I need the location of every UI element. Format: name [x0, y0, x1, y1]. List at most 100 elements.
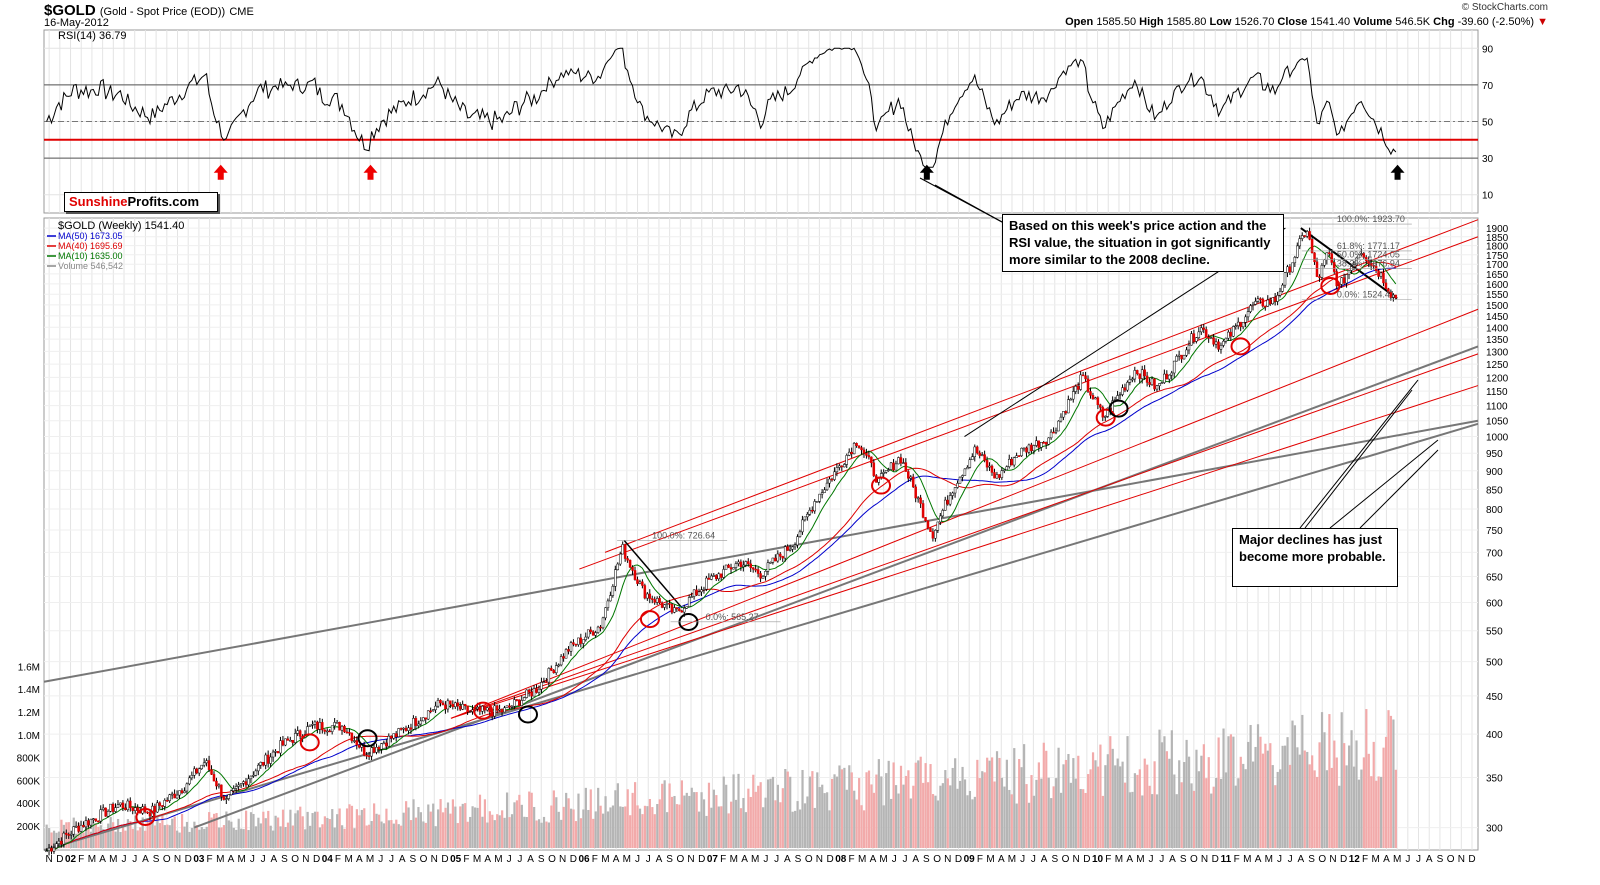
price-candle: [1224, 337, 1228, 342]
price-candle: [564, 649, 568, 659]
volume-bar: [968, 790, 972, 848]
x-tick-label: S: [281, 854, 288, 865]
x-tick-label: J: [517, 854, 522, 865]
price-candle: [1308, 231, 1311, 240]
x-tick-label: S: [410, 854, 417, 865]
volume-bar: [203, 828, 206, 848]
callout-pointer: [1299, 379, 1419, 529]
price-tick-label: 1850: [1486, 233, 1509, 244]
volume-bar: [611, 805, 615, 848]
price-candle: [94, 818, 98, 822]
price-candle: [840, 465, 844, 468]
price-candle: [1264, 305, 1267, 308]
price-candle: [291, 739, 295, 743]
volume-bar: [890, 798, 893, 848]
volume-bar: [1008, 789, 1011, 848]
price-candle: [1360, 253, 1363, 256]
chart-title: $GOLD (Gold - Spot Price (EOD)) CME: [44, 2, 254, 19]
price-candle: [313, 721, 317, 725]
price-candle: [1131, 378, 1134, 381]
price-candle: [325, 730, 329, 733]
volume-bar: [370, 821, 373, 848]
x-tick-label: N: [1458, 854, 1465, 865]
x-tick-label: D: [1212, 854, 1219, 865]
x-tick-label: F: [977, 854, 983, 865]
price-candle: [722, 569, 725, 578]
x-tick-label: M: [751, 854, 759, 865]
x-tick-label: D: [955, 854, 962, 865]
price-candle: [616, 563, 620, 570]
price-candle: [1182, 355, 1186, 360]
x-tick-label: D: [698, 854, 705, 865]
volume-bar: [845, 789, 848, 848]
price-candle: [449, 700, 452, 705]
volume-bar: [973, 796, 976, 848]
price-candle: [936, 521, 940, 531]
volume-bar: [680, 780, 683, 848]
volume-bar: [882, 805, 885, 848]
volume-bar: [257, 817, 260, 848]
price-candle: [742, 564, 745, 567]
price-candle: [845, 455, 848, 465]
price-candle: [582, 639, 585, 644]
price-tick-label: 1650: [1486, 270, 1509, 281]
price-candle: [535, 688, 538, 693]
x-tick-label: 10: [1092, 854, 1104, 865]
price-tick-label: 800: [1486, 505, 1503, 516]
price-candle: [761, 576, 765, 579]
volume-bar: [1067, 754, 1070, 848]
volume-bar: [1131, 791, 1134, 848]
price-candle: [540, 682, 543, 690]
volume-bar: [981, 771, 984, 848]
price-candle: [811, 509, 814, 512]
volume-bar: [466, 821, 469, 848]
price-candle: [783, 546, 787, 559]
price-candle: [1153, 378, 1156, 390]
price-candle: [183, 790, 186, 794]
price-candle: [835, 467, 839, 473]
price-candle: [1330, 253, 1334, 263]
price-candle: [1268, 299, 1272, 305]
price-candle: [355, 740, 359, 746]
volume-bar: [163, 825, 166, 848]
price-tick-label: 1350: [1486, 335, 1509, 346]
price-candle: [296, 730, 299, 734]
x-tick-label: A: [870, 854, 877, 865]
price-candle: [495, 705, 499, 711]
volume-bar: [1249, 724, 1252, 848]
volume-bar: [166, 824, 169, 848]
volume-bar: [525, 816, 528, 848]
volume-bar: [141, 817, 144, 848]
price-candle: [774, 557, 777, 562]
price-candle: [407, 727, 410, 731]
volume-bar: [392, 823, 395, 848]
price-candle: [1286, 266, 1289, 273]
volume-bar: [520, 804, 523, 848]
price-candle: [591, 631, 595, 636]
volume-bar: [833, 774, 836, 848]
price-candle: [574, 643, 578, 646]
volume-bar: [530, 792, 533, 848]
volume-bar: [1173, 774, 1176, 848]
ma50-line: [46, 267, 1396, 852]
price-candle: [318, 722, 322, 730]
volume-bar: [1350, 730, 1353, 848]
volume-bar: [1293, 725, 1297, 848]
price-candle: [126, 800, 130, 810]
volume-bar: [702, 799, 706, 848]
volume-bar: [1370, 776, 1373, 848]
x-tick-label: J: [132, 854, 137, 865]
volume-bar: [653, 814, 656, 848]
volume-bar: [281, 809, 285, 848]
volume-bar: [272, 830, 275, 848]
volume-bar: [924, 763, 927, 848]
volume-bar: [1340, 712, 1343, 848]
rsi-tick-label: 50: [1482, 118, 1494, 129]
volume-bar: [693, 792, 696, 848]
price-candle: [732, 567, 735, 570]
callout-pointer: [934, 184, 1003, 223]
price-candle: [200, 764, 203, 770]
volume-bar: [353, 828, 356, 848]
price-candle: [1192, 333, 1196, 342]
x-tick-label: S: [666, 854, 673, 865]
